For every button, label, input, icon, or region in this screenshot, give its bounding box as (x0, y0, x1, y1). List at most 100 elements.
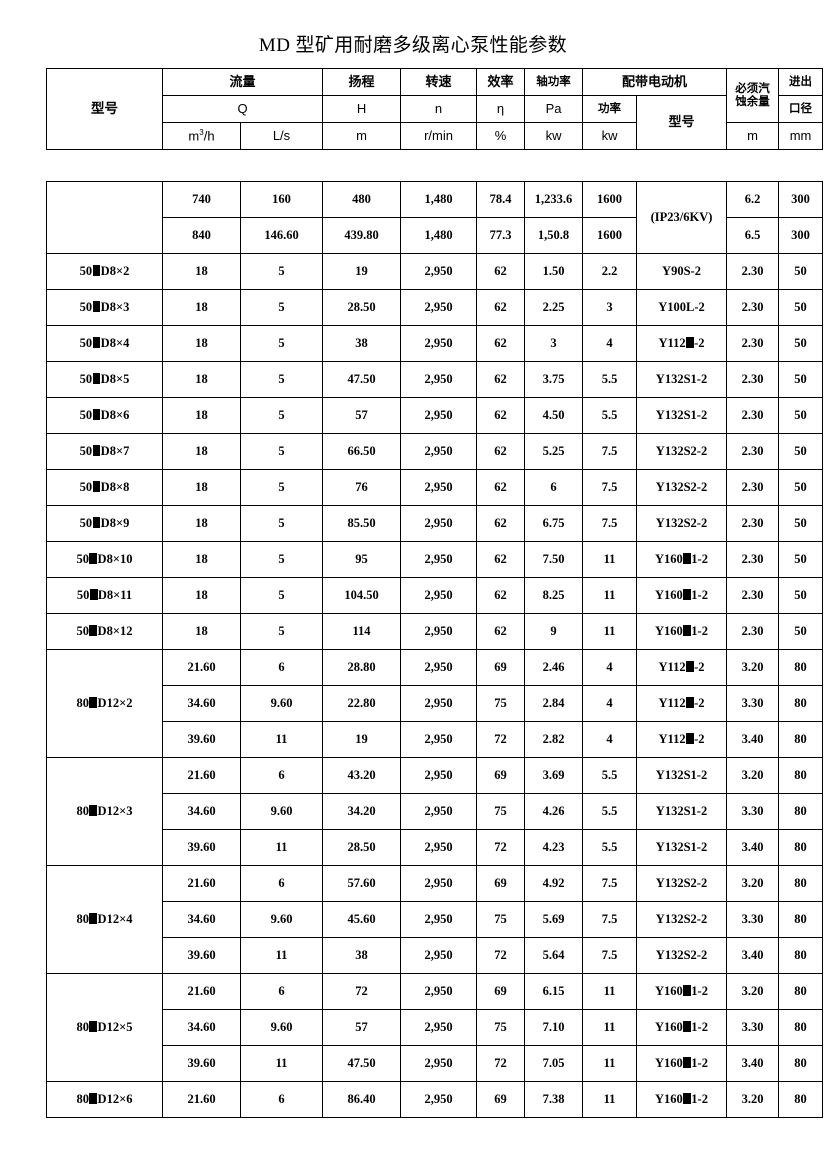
cell-shaft-power: 7.10 (524, 1009, 583, 1046)
cell-model: 50 D8×12 (46, 613, 163, 650)
cell-motor-power: 11 (582, 577, 637, 614)
missing-glyph-block (92, 408, 101, 421)
cell-efficiency: 72 (476, 721, 525, 758)
cell-npsh: 2.30 (726, 397, 779, 434)
cell-motor-model: Y112 -2 (636, 649, 727, 686)
cell-speed: 2,950 (400, 1045, 477, 1082)
header-npsh-group: 必须汽 蚀余量 (726, 68, 780, 123)
cell-head: 95 (322, 541, 401, 578)
cell-motor-model: Y112 -2 (636, 325, 727, 362)
cell-shaft-power: 6 (524, 469, 583, 506)
cell-motor-power: 5.5 (582, 757, 637, 794)
cell-port: 80 (778, 865, 823, 902)
cell-shaft-power: 9 (524, 613, 583, 650)
cell-speed: 1,480 (400, 217, 477, 254)
cell-flow-ls: 160 (240, 181, 323, 218)
cell-flow-m3h: 21.60 (162, 649, 241, 686)
table-row: 34.60 9.60 34.20 2,950 75 4.26 5.5 Y132S1-2 3.30… (47, 793, 823, 830)
cell-efficiency: 77.3 (476, 217, 525, 254)
missing-glyph-block (685, 696, 694, 709)
missing-glyph-block (683, 1020, 691, 1033)
cell-port: 50 (778, 253, 823, 290)
missing-glyph-block (683, 1056, 691, 1069)
header-unit-head-m: m (322, 122, 402, 150)
cell-speed: 2,950 (400, 829, 477, 866)
cell-shaft-power: 6.75 (524, 505, 583, 542)
cell-shaft-power: 7.38 (524, 1081, 583, 1118)
cell-flow-m3h: 18 (162, 433, 241, 470)
header-unit-rmin: r/min (400, 122, 478, 150)
cell-motor-model: Y132S1-2 (636, 757, 727, 794)
cell-port: 80 (778, 685, 823, 722)
cell-efficiency: 75 (476, 901, 525, 938)
header-symbol-q: Q (161, 95, 324, 123)
cell-shaft-power: 2.25 (524, 289, 583, 326)
cell-efficiency: 62 (476, 361, 525, 398)
superscript-3: 3 (199, 127, 204, 137)
cell-speed: 2,950 (400, 649, 477, 686)
cell-flow-m3h: 21.60 (162, 1081, 241, 1118)
table-row: 34.60 9.60 57 2,950 75 7.10 11 Y160 1-2 3.30 80 (47, 1009, 823, 1046)
cell-model: 80 D12×5 (46, 973, 163, 1082)
cell-speed: 2,950 (400, 505, 477, 542)
cell-model: 50 D8×4 (46, 325, 163, 362)
cell-motor-power: 11 (582, 541, 637, 578)
cell-head: 480 (322, 181, 401, 218)
cell-npsh: 3.20 (726, 649, 779, 686)
missing-glyph-block (89, 804, 98, 817)
cell-model: 50 D8×6 (46, 397, 163, 434)
cell-motor-model: Y90S-2 (636, 253, 727, 290)
cell-flow-ls: 11 (240, 937, 323, 974)
cell-motor-power: 11 (582, 973, 637, 1010)
cell-port: 300 (778, 217, 823, 254)
cell-shaft-power: 3.69 (524, 757, 583, 794)
cell-shaft-power: 8.25 (524, 577, 583, 614)
cell-head: 86.40 (322, 1081, 401, 1118)
cell-npsh: 2.30 (726, 253, 779, 290)
cell-motor-power: 5.5 (582, 361, 637, 398)
cell-head: 22.80 (322, 685, 401, 722)
missing-glyph-block (89, 588, 98, 601)
cell-motor-power: 7.5 (582, 469, 637, 506)
table-row: 39.60 11 28.50 2,950 72 4.23 5.5 Y132S1-2 3.40 80 (47, 829, 823, 866)
cell-speed: 2,950 (400, 793, 477, 830)
cell-head: 439.80 (322, 217, 401, 254)
cell-flow-m3h: 18 (162, 541, 241, 578)
table-row: 39.60 11 38 2,950 72 5.64 7.5 Y132S2-2 3.40 80 (47, 937, 823, 974)
cell-flow-ls: 9.60 (240, 901, 323, 938)
header-unit-npsh-m: m (726, 122, 780, 150)
missing-glyph-block (92, 336, 101, 349)
cell-npsh: 3.30 (726, 1009, 779, 1046)
cell-model: 50 D8×2 (46, 253, 163, 290)
cell-head: 85.50 (322, 505, 401, 542)
cell-shaft-power: 5.64 (524, 937, 583, 974)
cell-port: 50 (778, 541, 823, 578)
cell-motor-model: Y132S2-2 (636, 901, 727, 938)
header-port-line1: 进出 (778, 68, 824, 96)
cell-model: 50 D8×9 (46, 505, 163, 542)
cell-motor-power: 1600 (582, 217, 637, 254)
cell-flow-m3h: 18 (162, 613, 241, 650)
cell-head: 19 (322, 721, 401, 758)
cell-flow-ls: 5 (240, 613, 323, 650)
missing-glyph-block (683, 1092, 691, 1105)
table-row: 50 D8×9 18 5 85.50 2,950 62 6.75 7.5 Y132S2-2 2.30… (46, 505, 823, 542)
cell-head: 57 (322, 397, 401, 434)
cell-shaft-power: 2.84 (524, 685, 583, 722)
cell-flow-m3h: 39.60 (162, 1045, 241, 1082)
cell-model: 50 D8×5 (46, 361, 163, 398)
cell-shaft-power: 2.82 (524, 721, 583, 758)
table-header: 型号 流量 扬程 转速 效率 轴功率 配带电动机 必须汽 蚀余量 进出 Q H … (46, 68, 824, 150)
cell-efficiency: 69 (476, 1081, 525, 1118)
cell-motor-model: Y160 1-2 (636, 577, 727, 614)
cell-motor-model: Y160 1-2 (636, 1045, 727, 1082)
cell-shaft-power: 3.75 (524, 361, 583, 398)
cell-motor-power: 2.2 (582, 253, 637, 290)
table-row: 50 D8×2 18 5 19 2,950 62 1.50 2.2 Y90S-2 2.30 50 (46, 253, 823, 290)
cell-speed: 2,950 (400, 289, 477, 326)
missing-glyph-block (685, 336, 694, 349)
table-row: 740 160 480 1,480 78.4 1,233.6 1600 (IP23/6KV) 6… (46, 181, 823, 254)
cell-motor-model: Y160 1-2 (636, 973, 727, 1010)
table-row: 50 D8×11 18 5 104.50 2,950 62 8.25 11 Y160 1-2 2.30… (46, 577, 823, 614)
cell-model (46, 181, 163, 254)
